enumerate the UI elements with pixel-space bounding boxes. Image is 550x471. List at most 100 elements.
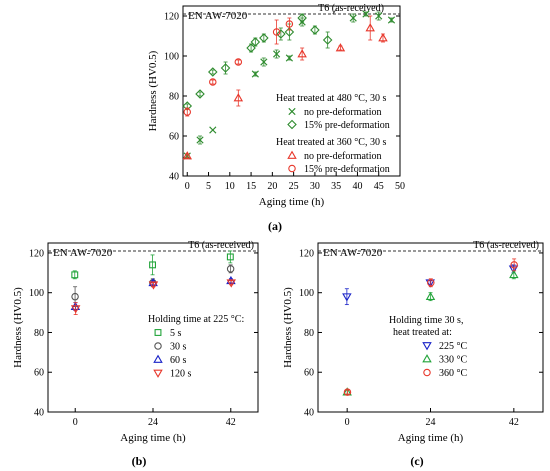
error-bar — [325, 31, 330, 49]
x-tick-label: 42 — [509, 417, 519, 428]
data-point — [226, 253, 234, 261]
data-point — [182, 151, 193, 160]
data-point-stroke — [349, 14, 357, 22]
x-tick-label: 24 — [148, 417, 158, 428]
data-point — [343, 388, 352, 396]
y-axis-label: Hardness (HV0.5) — [147, 50, 159, 131]
data-point — [220, 63, 231, 73]
data-point — [260, 58, 268, 66]
data-point — [234, 58, 243, 66]
data-point-stroke — [196, 136, 204, 144]
y-tick-label: 120 — [29, 248, 44, 259]
x-tick-label: 42 — [226, 417, 236, 428]
legend-entry: no pre-deformation — [304, 107, 381, 118]
legend-entry: 5 s — [170, 328, 182, 339]
data-point-stroke — [273, 50, 281, 58]
legend-heading: Heat treated at 360 °C, 30 s — [276, 137, 386, 148]
x-tick-label: 15 — [246, 181, 256, 192]
legend-entry: 15% pre-deformation — [304, 164, 390, 175]
error-bar — [210, 69, 215, 75]
data-point — [322, 35, 333, 45]
error-bar — [368, 15, 373, 41]
x-axis-label: Aging time (h) — [259, 196, 325, 208]
legend-marker — [422, 354, 432, 363]
y-tick-label: 40 — [304, 408, 314, 419]
legend-marker — [288, 107, 296, 116]
data-point-stroke — [387, 16, 396, 24]
error-bar — [345, 389, 350, 395]
data-point — [251, 70, 259, 78]
data-point — [297, 13, 307, 23]
reference-label: T6 (as-received) — [188, 240, 254, 251]
panel-label: (a) — [268, 219, 282, 233]
legend-entry: 60 s — [170, 355, 187, 366]
data-point — [375, 12, 383, 20]
reference-label: T6 (as-received) — [473, 240, 539, 251]
data-point — [71, 271, 79, 279]
legend-heading: heat treated at: — [393, 327, 452, 338]
panel-label: (b) — [132, 454, 147, 468]
x-tick-label: 40 — [352, 181, 362, 192]
panel-title: EN AW-7020 — [188, 10, 248, 22]
y-tick-label: 60 — [34, 368, 44, 379]
legend-marker — [287, 119, 297, 130]
data-point — [196, 136, 204, 144]
data-point — [349, 14, 357, 22]
legend-entry: 225 °C — [439, 341, 467, 352]
y-tick-label: 100 — [299, 288, 314, 299]
error-bar — [236, 89, 241, 107]
x-tick-label: 50 — [395, 181, 405, 192]
legend-marker — [153, 369, 163, 378]
legend-entry: 30 s — [170, 342, 187, 353]
error-bar — [198, 91, 203, 97]
data-point — [233, 93, 244, 102]
legend-entry: 360 °C — [439, 368, 467, 379]
data-point — [387, 16, 396, 24]
x-tick-label: 0 — [345, 417, 350, 428]
data-point — [246, 43, 256, 53]
reference-pointer — [332, 7, 338, 15]
data-point — [209, 78, 217, 86]
error-bar — [274, 19, 279, 45]
y-tick-label: 80 — [304, 328, 314, 339]
y-tick-label: 60 — [169, 132, 179, 143]
data-point-stroke — [362, 10, 370, 18]
x-tick-label: 10 — [225, 181, 235, 192]
panel-title: EN AW-7020 — [53, 247, 113, 259]
data-point — [342, 293, 352, 302]
error-bar — [236, 59, 241, 65]
y-tick-label: 120 — [299, 248, 314, 259]
reference-label: T6 (as-received) — [318, 3, 384, 14]
data-point — [310, 25, 320, 35]
data-point — [272, 28, 281, 36]
data-point — [276, 29, 286, 39]
y-axis-label: Hardness (HV0.5) — [282, 287, 294, 368]
error-bar — [287, 17, 292, 31]
legend-marker-stroke — [288, 107, 296, 116]
plot-frame-a — [182, 5, 401, 177]
x-tick-label: 20 — [267, 181, 277, 192]
y-tick-label: 80 — [169, 92, 179, 103]
data-point-stroke — [285, 54, 293, 62]
x-tick-label: 0 — [73, 417, 78, 428]
legend-marker — [288, 164, 296, 173]
data-point — [509, 269, 519, 279]
data-point — [273, 50, 281, 58]
y-tick-label: 40 — [169, 172, 179, 183]
legend-marker — [154, 329, 162, 336]
x-tick-label: 35 — [331, 181, 341, 192]
data-point — [183, 108, 192, 116]
error-bar — [185, 103, 190, 109]
data-point — [209, 126, 217, 134]
legend-heading: Holding time at 225 °C: — [148, 314, 244, 325]
data-point — [335, 43, 346, 52]
plot-frame-b — [47, 242, 259, 413]
data-point-stroke — [260, 58, 268, 66]
y-tick-label: 100 — [29, 288, 44, 299]
data-point — [285, 54, 293, 62]
legend-marker — [423, 368, 431, 377]
data-point-stroke — [375, 12, 383, 20]
x-tick-label: 45 — [374, 181, 384, 192]
legend-entry: no pre-deformation — [304, 151, 381, 162]
